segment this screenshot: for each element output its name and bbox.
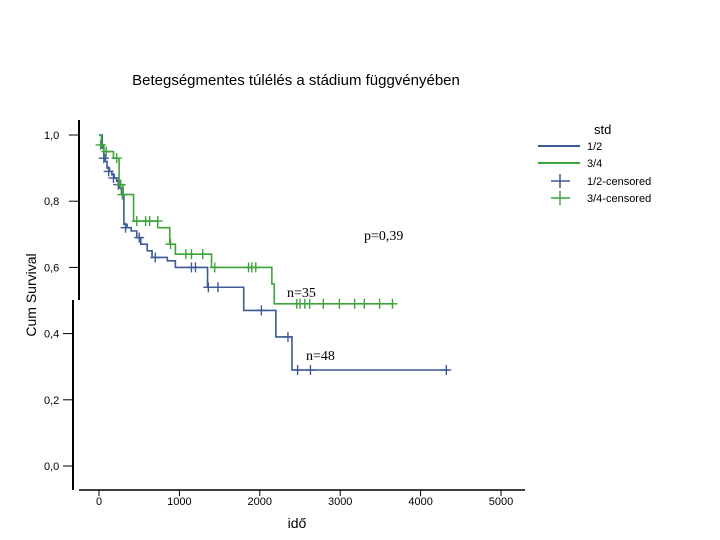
censor-mark-3-4: [374, 298, 385, 309]
km-curve-3-4: [99, 134, 393, 305]
legend-swatch-1-2-censored: [551, 174, 570, 188]
censor-mark-1-2: [203, 282, 214, 293]
p-value-annotation: p=0,39: [364, 229, 403, 244]
x-tick-label: 0: [96, 496, 102, 508]
censor-mark-3-4: [209, 262, 220, 273]
chart-title: Betegségmentes túlélés a stádium függvén…: [132, 72, 460, 89]
x-tick-label: 1000: [167, 496, 191, 508]
censor-mark-3-4: [101, 146, 112, 157]
censor-mark-3-4: [387, 298, 398, 309]
censor-mark-3-4: [318, 298, 329, 309]
x-tick-label: 2000: [248, 496, 272, 508]
y-tick-label: 0,2: [44, 395, 59, 407]
y-tick-label: 0,4: [44, 329, 59, 341]
censor-mark-3-4: [304, 298, 315, 309]
y-ticks: 0,0 0,2 0,4 0,6 0,8 1,0: [44, 130, 79, 473]
y-tick-label: 0,6: [44, 262, 59, 274]
censor-mark-3-4: [349, 298, 360, 309]
censor-mark-1-2: [256, 305, 267, 316]
censor-mark-1-2: [150, 252, 161, 263]
censor-mark-3-4: [115, 179, 126, 190]
censor-mark-3-4: [111, 153, 122, 164]
series-layer: [95, 134, 452, 376]
censor-mark-1-2: [282, 331, 293, 342]
censor-mark-3-4: [131, 216, 142, 227]
censor-mark-3-4: [334, 298, 345, 309]
legend-label-3-4: 3/4: [587, 158, 602, 170]
x-tick-label: 5000: [489, 496, 513, 508]
censor-mark-1-2: [212, 282, 223, 293]
censor-mark-1-2: [292, 365, 303, 376]
censor-mark-1-2: [98, 153, 109, 164]
censor-mark-1-2: [134, 232, 145, 243]
censor-mark-3-4: [359, 298, 370, 309]
censor-mark-1-2: [103, 166, 114, 177]
censor-mark-3-4: [152, 216, 163, 227]
y-tick-label: 0,8: [44, 196, 59, 208]
n-34-annotation: n=35: [287, 286, 316, 301]
x-tick-label: 4000: [408, 496, 432, 508]
x-tick-label: 3000: [328, 496, 352, 508]
censor-mark-3-4: [117, 189, 128, 200]
x-ticks: 0 1000 2000 3000 4000 5000: [96, 490, 513, 508]
legend-label-1-2-censored: 1/2-censored: [587, 176, 651, 188]
x-axis-label: idő: [288, 515, 307, 531]
censor-mark-3-4: [197, 249, 208, 260]
n-12-annotation: n=48: [306, 349, 335, 364]
censor-mark-1-2: [190, 262, 201, 273]
legend: std 1/2 3/4 1/2-censored 3/4-censored: [538, 122, 651, 205]
censor-mark-3-4: [95, 139, 106, 150]
y-tick-label: 1,0: [44, 130, 59, 142]
y-axis-label: Cum Survival: [23, 253, 39, 336]
censor-mark-3-4: [250, 262, 261, 273]
censor-mark-1-2: [120, 222, 131, 233]
censor-mark-1-2: [305, 365, 316, 376]
censor-mark-3-4: [165, 239, 176, 250]
censor-mark-1-2: [441, 365, 452, 376]
legend-label-3-4-censored: 3/4-censored: [587, 193, 651, 205]
censor-mark-3-4: [186, 249, 197, 260]
censor-mark-1-2: [108, 173, 119, 184]
legend-title: std: [594, 122, 611, 137]
km-curve-1-2: [99, 134, 449, 371]
legend-swatch-3-4-censored: [551, 191, 570, 205]
y-tick-label: 0,0: [44, 461, 59, 473]
legend-label-1-2: 1/2: [587, 141, 602, 153]
